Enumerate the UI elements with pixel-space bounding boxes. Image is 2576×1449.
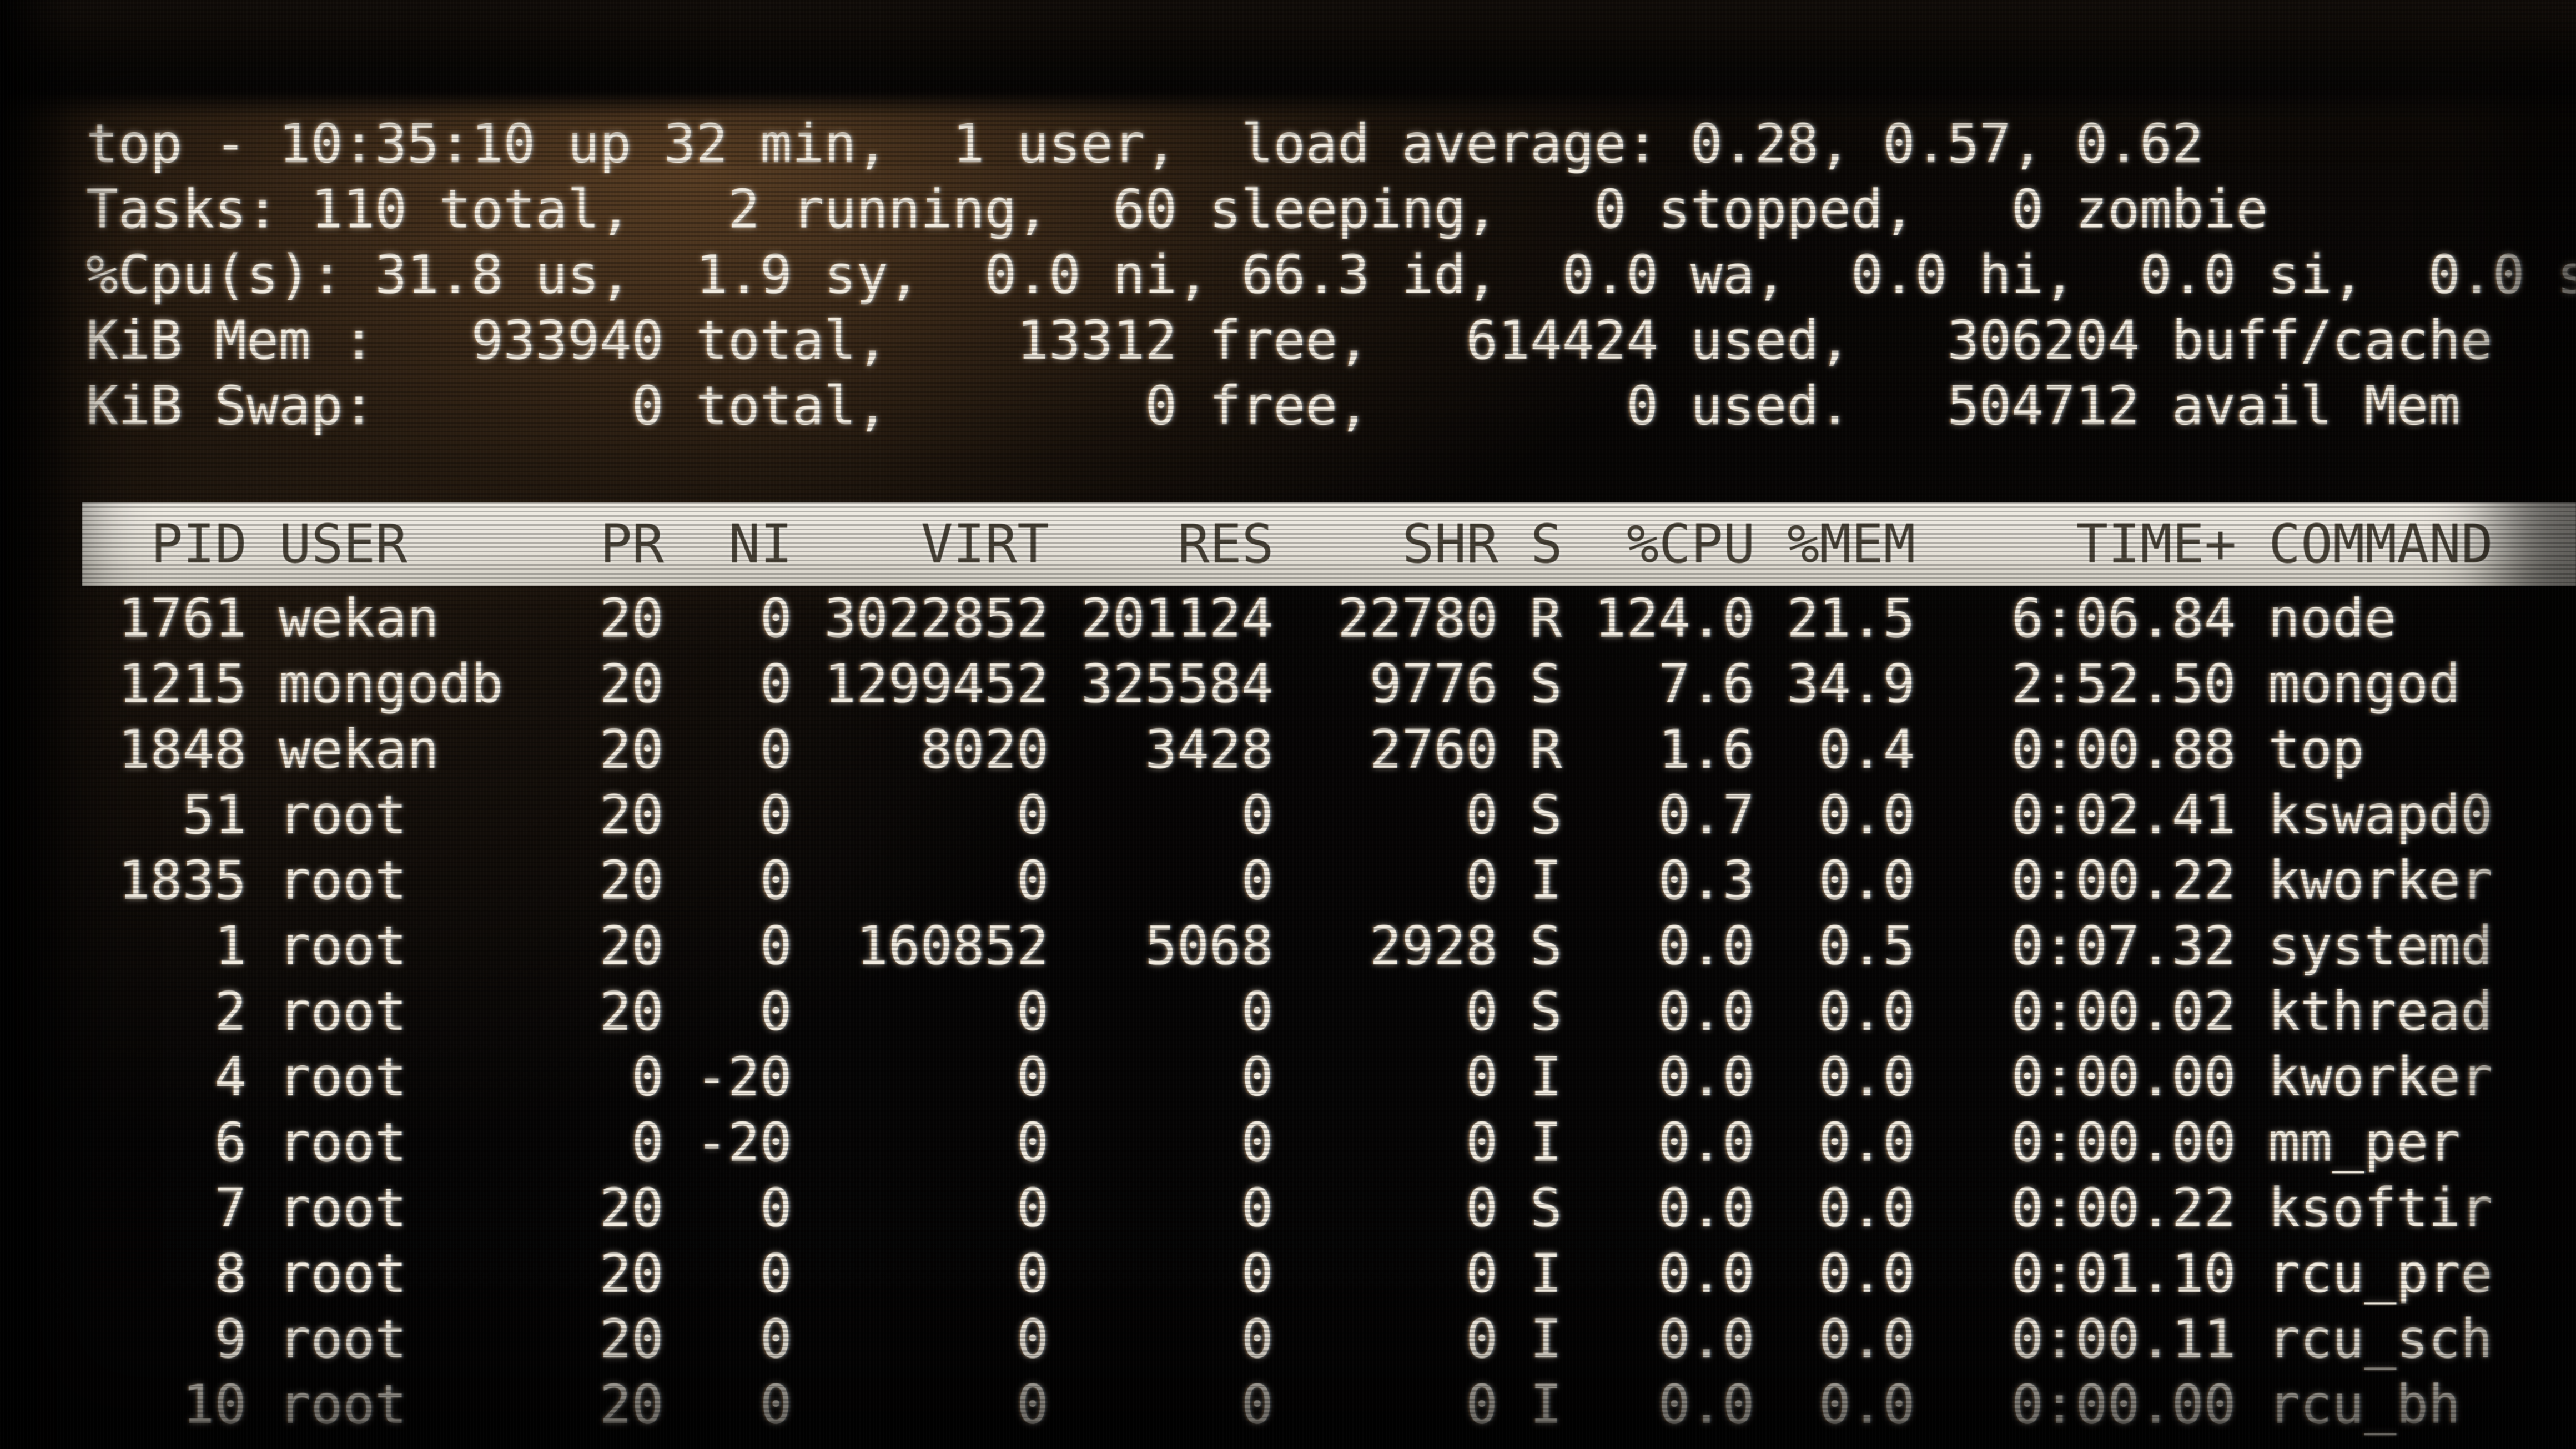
summary-line-uptime: top - 10:35:10 up 32 min, 1 user, load a… [86, 113, 2204, 175]
summary-line-cpu: %Cpu(s): 31.8 us, 1.9 sy, 0.0 ni, 66.3 i… [86, 244, 2576, 306]
process-table-header-row: PID USER PR NI VIRT RES SHR S %CPU %MEM … [82, 502, 2576, 586]
process-row-pid-1761: 1761 wekan 20 0 3022852 201124 22780 R 1… [86, 587, 2397, 650]
summary-line-swap: KiB Swap: 0 total, 0 free, 0 used. 50471… [86, 375, 2461, 437]
process-row-pid-8: 8 root 20 0 0 0 0 I 0.0 0.0 0:01.10 rcu_… [86, 1242, 2493, 1305]
process-row-pid-1215: 1215 mongodb 20 0 1299452 325584 9776 S … [86, 653, 2461, 715]
process-row-pid-1835: 1835 root 20 0 0 0 0 I 0.3 0.0 0:00.22 k… [86, 849, 2493, 912]
process-row-pid-9: 9 root 20 0 0 0 0 I 0.0 0.0 0:00.11 rcu_… [86, 1308, 2493, 1370]
screen-top-bezel-glow [0, 0, 2576, 117]
process-row-pid-51: 51 root 20 0 0 0 0 S 0.7 0.0 0:02.41 ksw… [86, 784, 2493, 846]
process-row-pid-2: 2 root 20 0 0 0 0 S 0.0 0.0 0:00.02 kthr… [86, 980, 2493, 1043]
summary-line-tasks: Tasks: 110 total, 2 running, 60 sleeping… [86, 178, 2268, 240]
top-output: top - 10:35:10 up 32 min, 1 user, load a… [0, 111, 2576, 1437]
process-row-pid-7: 7 root 20 0 0 0 0 S 0.0 0.0 0:00.22 ksof… [86, 1177, 2493, 1239]
process-row-pid-1848: 1848 wekan 20 0 8020 3428 2760 R 1.6 0.4… [86, 718, 2364, 781]
process-row-pid-6: 6 root 0 -20 0 0 0 I 0.0 0.0 0:00.00 mm_… [86, 1111, 2461, 1174]
process-table-header-text: PID USER PR NI VIRT RES SHR S %CPU %MEM … [87, 513, 2493, 575]
summary-table-gap [0, 439, 2576, 502]
process-row-pid-4: 4 root 0 -20 0 0 0 I 0.0 0.0 0:00.00 kwo… [86, 1046, 2493, 1108]
process-row-pid-1: 1 root 20 0 160852 5068 2928 S 0.0 0.5 0… [86, 915, 2493, 977]
process-row-pid-10: 10 root 20 0 0 0 0 I 0.0 0.0 0:00.00 rcu… [86, 1373, 2461, 1436]
summary-line-mem: KiB Mem : 933940 total, 13312 free, 6144… [86, 309, 2493, 371]
